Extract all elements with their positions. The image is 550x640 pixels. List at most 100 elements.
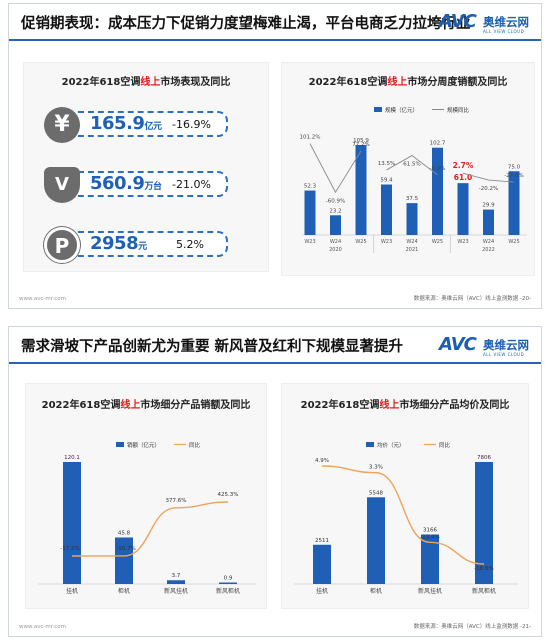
slide-title: 促销期表现：成本压力下促销力度望梅难止渴，平台电商乏力拉垮行业	[21, 16, 471, 32]
yoy-label: 377.6%	[166, 498, 187, 504]
segment-price-card: 2022年618空调线上市场细分产品均价及同比 均价（元） 同比 2511 挂机 554…	[281, 383, 529, 609]
yen-icon: ¥	[44, 107, 80, 143]
group-label: 2021	[406, 247, 419, 253]
yoy-label: 61.5%	[403, 162, 420, 168]
x-tick-label: W25	[432, 239, 443, 245]
legend-label: 销额（亿元）	[127, 441, 160, 449]
segment-bar	[313, 544, 331, 584]
logo-cn: 奥维云网	[483, 15, 529, 29]
yoy-label: -60.9%	[326, 198, 345, 204]
weekly-chart: 规模（亿元） 规模同比 52.3 W23 23.2 W24 105.9 W25 59.4 W23 3…	[300, 106, 527, 253]
footer-source: 数据来源：奥维云网（AVC）线上监测数据 -21-	[413, 624, 531, 630]
segment-bar	[421, 534, 439, 584]
yoy-label: -18.6%	[474, 566, 493, 572]
x-tick-label: 新风柜机	[216, 587, 240, 595]
kpi-box	[68, 111, 228, 137]
footer-source: 数据来源：奥维云网（AVC）线上监测数据 -20-	[413, 296, 531, 302]
slide-1: 促销期表现：成本压力下促销力度望梅难止渴，平台电商乏力拉垮行业 AVC 奥维云网…	[8, 3, 542, 309]
kpi-box	[68, 231, 228, 257]
segment-sales-card: 2022年618空调线上市场细分产品销额及同比 销额（亿元） 同比 120.1 挂机 4…	[25, 383, 267, 609]
segment-bar	[475, 462, 493, 584]
weekly-bar	[355, 144, 367, 235]
page-number: -21-	[520, 624, 531, 630]
slide-2: 需求滑坡下产品创新尤为重要 新风普及红利下规模显著提升 AVC 奥维云网 ALL…	[8, 326, 542, 637]
yoy-label: 101.2%	[300, 135, 321, 141]
weekly-bar	[330, 215, 341, 235]
bar-value-label: 102.7	[430, 141, 446, 147]
yoy-label: 425.3%	[218, 492, 239, 498]
yoy-line	[386, 155, 438, 176]
avc-logo: AVC 奥维云网 ALL VIEW CLOUD	[439, 11, 531, 39]
segment-sales-chart: 销额（亿元） 同比 120.1 挂机 45.8 柜机 3.7 新风挂机 0.9 新风柜机 -17.2…	[38, 441, 256, 595]
weekly-bar	[304, 190, 316, 235]
yoy-label: -13.4%	[420, 534, 439, 540]
yoy-label: 13.5%	[378, 161, 395, 167]
bar-value-label: 5548	[369, 490, 383, 496]
bar-value-label: 2511	[315, 538, 329, 544]
yoy-label: -3.0%	[430, 166, 446, 172]
bar-value-label: 59.4	[380, 178, 393, 184]
weekly-bar	[457, 183, 469, 235]
title-divider	[9, 39, 541, 41]
group-label: 2022	[482, 247, 495, 253]
bar-value-label: 23.2	[329, 208, 341, 214]
weekly-bar	[483, 209, 494, 235]
bar-value-label: 37.5	[406, 196, 419, 202]
yoy-label: -27.0%	[504, 173, 523, 179]
bar-value-label: 61.0	[454, 173, 473, 182]
legend-label: 同比	[439, 441, 451, 449]
slide-title: 需求滑坡下产品创新尤为重要 新风普及红利下规模显著提升	[21, 339, 404, 355]
bar-value-label: 3166	[423, 528, 437, 534]
kpi-yoy: -21.0%	[172, 178, 211, 191]
avc-logo: AVC 奥维云网 ALL VIEW CLOUD	[439, 334, 531, 362]
weekly-chart-card: 2022年618空调线上市场分周度销额及同比 规模（亿元） 规模同比 52.3 W23…	[281, 62, 535, 276]
logo-sub: ALL VIEW CLOUD	[483, 29, 525, 34]
kpi-yoy: 5.2%	[176, 238, 204, 251]
x-tick-label: 柜机	[118, 587, 130, 595]
yoy-line	[71, 501, 229, 557]
kpi-box	[68, 171, 228, 197]
legend-swatch-bar	[116, 442, 124, 447]
legend-label: 规模（亿元）	[385, 106, 418, 114]
x-tick-label: W25	[355, 239, 366, 245]
legend-label: 均价（元）	[377, 441, 405, 449]
x-tick-label: W24	[330, 239, 341, 245]
bar-value-label: 52.3	[304, 184, 317, 190]
bar-value-label: 3.7	[172, 573, 181, 579]
yoy-label: 4.9%	[315, 458, 329, 464]
group-label: 2020	[329, 247, 342, 253]
bar-value-label: 7806	[477, 455, 491, 461]
bar-value-label: 45.8	[118, 530, 131, 536]
wallet-icon: V	[44, 167, 80, 203]
x-tick-label: 挂机	[316, 587, 328, 595]
x-tick-label: 柜机	[370, 587, 382, 595]
weekly-bar	[406, 203, 418, 235]
x-tick-label: W23	[304, 239, 315, 245]
bar-value-label: 29.9	[482, 203, 495, 209]
weekly-bar	[432, 147, 443, 235]
x-tick-label: W25	[508, 239, 519, 245]
x-tick-label: 新风挂机	[164, 587, 188, 595]
yoy-label: -20.2%	[479, 186, 498, 192]
bar-value-label: 120.1	[64, 455, 80, 461]
yoy-line	[309, 143, 362, 194]
kpi-value: 165.9亿元	[90, 113, 162, 134]
kpi-value: 560.9万台	[90, 173, 162, 194]
weekly-chart-title: 2022年618空调线上市场分周度销额及同比	[308, 77, 508, 88]
bar-value-label: 0.9	[224, 576, 233, 582]
segment-bar	[367, 497, 385, 584]
segment-sales-title: 2022年618空调线上市场细分产品销额及同比	[41, 400, 251, 411]
x-tick-label: W24	[406, 239, 417, 245]
segment-price-chart: 均价（元） 同比 2511 挂机 5548 柜机 3166 新风挂机 7806 新风柜机 4.9% 3…	[294, 441, 518, 595]
legend-label: 规模同比	[447, 106, 470, 114]
logo-mark: AVC	[439, 334, 477, 355]
weekly-bar	[508, 171, 520, 235]
kpi-card-title: 2022年618空调线上市场表现及同比	[61, 77, 231, 88]
yoy-label: -16.7%	[116, 546, 135, 552]
x-tick-label: 挂机	[66, 587, 78, 595]
logo-cn: 奥维云网	[483, 338, 529, 352]
yoy-label: 77.2%	[352, 142, 369, 148]
segment-bar	[63, 462, 81, 584]
segment-bar	[219, 582, 237, 584]
legend-swatch-bar	[374, 107, 382, 112]
